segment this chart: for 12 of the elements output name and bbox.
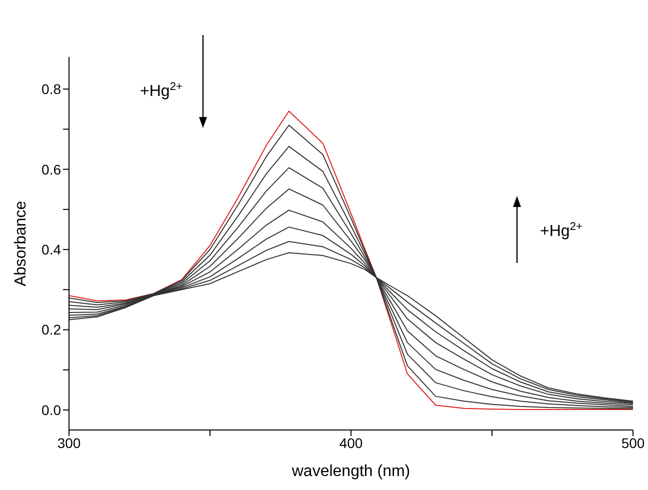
y-tick-label: 0.6 — [42, 161, 62, 178]
x-tick-label: 300 — [57, 434, 81, 451]
y-tick-label: 0.2 — [42, 322, 62, 338]
y-tick-label: 0.8 — [42, 81, 62, 98]
x-tick-label: 400 — [339, 434, 363, 451]
annotation: +Hg$^{2+}$ — [540, 221, 583, 240]
y-axis-title: Absorbance — [12, 200, 30, 286]
annotation: +Hg$^{2+}$ — [140, 81, 183, 100]
x-tick-label: 500 — [621, 434, 645, 451]
y-tick-label: 0.4 — [42, 241, 62, 258]
x-axis-title: wavelength (nm) — [290, 463, 410, 480]
y-tick-label: 0.0 — [42, 402, 62, 418]
